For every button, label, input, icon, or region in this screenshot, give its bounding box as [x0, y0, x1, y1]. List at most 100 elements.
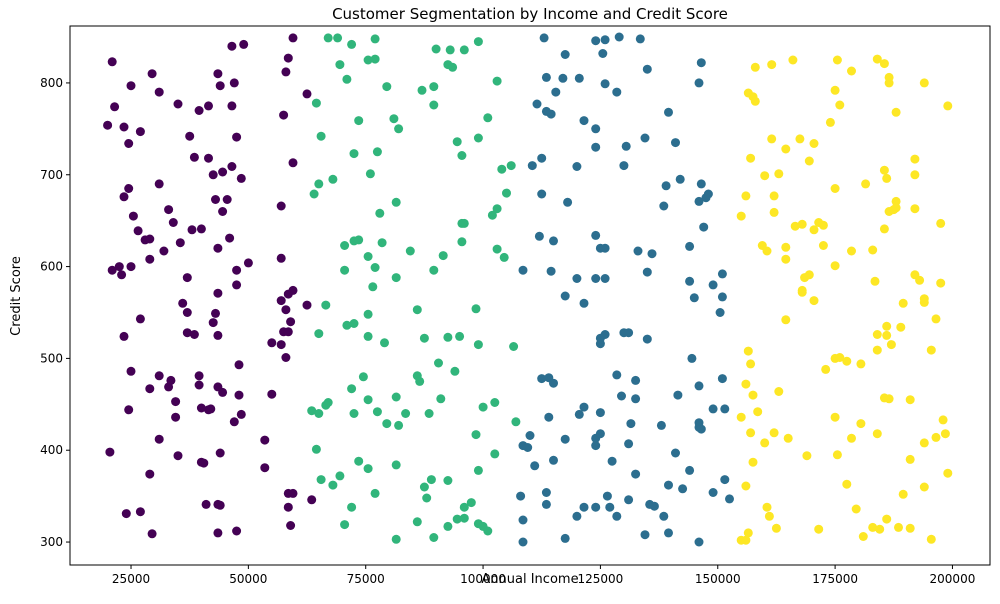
data-point	[119, 331, 129, 341]
data-point	[370, 263, 380, 272]
data-point	[886, 340, 896, 350]
data-point	[642, 334, 652, 344]
data-point	[771, 523, 781, 533]
ticks-layer: 25000 50000 75000 100000 125000 150000 175000 2…	[40, 76, 975, 586]
data-point	[415, 376, 425, 386]
data-point	[124, 184, 134, 193]
data-point	[696, 424, 706, 434]
data-point	[875, 524, 885, 534]
data-point	[612, 370, 622, 380]
x-tick-label: 100000	[460, 572, 506, 586]
data-point	[938, 415, 948, 425]
y-tick-label: 400	[40, 443, 63, 457]
data-point	[626, 419, 636, 429]
data-point	[896, 322, 906, 332]
data-point	[347, 384, 357, 394]
data-point	[135, 507, 145, 517]
data-point	[619, 161, 629, 171]
data-point	[894, 522, 903, 532]
data-point	[809, 225, 819, 235]
data-point	[473, 37, 483, 47]
data-point	[694, 196, 704, 206]
data-point	[572, 274, 582, 283]
data-point	[283, 327, 293, 337]
data-point	[178, 298, 188, 308]
data-point	[847, 246, 856, 256]
axes-frame	[69, 25, 991, 566]
data-point	[856, 419, 866, 429]
data-point	[443, 332, 453, 342]
data-point	[605, 502, 615, 512]
data-point	[316, 131, 326, 141]
data-point	[175, 238, 185, 248]
data-point	[204, 101, 213, 111]
data-point	[781, 242, 791, 252]
data-point	[943, 468, 953, 478]
data-point	[288, 488, 298, 498]
data-point	[189, 152, 199, 162]
data-point	[215, 81, 225, 91]
data-point	[748, 457, 758, 467]
data-point	[781, 315, 791, 325]
data-point	[694, 78, 704, 88]
data-point	[600, 330, 610, 339]
data-point	[229, 78, 239, 88]
data-point	[445, 45, 455, 55]
data-point	[455, 331, 465, 341]
data-point	[213, 330, 223, 340]
data-point	[659, 201, 669, 211]
data-point	[851, 504, 861, 514]
data-point	[429, 82, 439, 92]
data-point	[288, 33, 298, 43]
data-point	[354, 235, 364, 245]
data-point	[830, 412, 840, 422]
data-point	[720, 404, 730, 414]
data-point	[342, 74, 352, 84]
data-point	[750, 62, 760, 72]
data-point	[492, 204, 502, 214]
data-point	[673, 390, 683, 400]
data-point	[910, 204, 920, 214]
data-point	[595, 429, 605, 439]
data-point	[530, 461, 540, 471]
data-point	[678, 484, 688, 494]
data-point	[288, 285, 298, 295]
data-point	[215, 448, 225, 458]
data-point	[546, 266, 556, 276]
data-point	[642, 267, 652, 277]
data-point	[232, 265, 242, 275]
data-point	[743, 346, 753, 356]
data-point	[518, 515, 528, 525]
data-point	[621, 141, 631, 151]
data-point	[872, 330, 882, 339]
data-point	[121, 509, 131, 519]
data-point	[607, 456, 617, 466]
data-point	[725, 494, 734, 504]
data-point	[234, 390, 244, 400]
data-point	[675, 174, 685, 184]
data-point	[760, 171, 770, 181]
data-point	[516, 491, 526, 501]
data-point	[591, 142, 601, 152]
data-point	[624, 439, 634, 449]
data-point	[394, 420, 404, 430]
data-point	[189, 330, 199, 339]
data-point	[600, 35, 610, 45]
data-point	[135, 314, 145, 324]
data-point	[656, 420, 666, 430]
data-point	[218, 167, 228, 177]
data-point	[267, 338, 277, 348]
data-point	[919, 438, 929, 448]
data-point	[196, 403, 206, 413]
data-point	[783, 433, 793, 443]
data-point	[919, 78, 929, 88]
data-point	[746, 153, 756, 163]
data-point	[448, 62, 458, 72]
data-point	[194, 106, 204, 115]
data-point	[685, 276, 695, 286]
data-point	[279, 110, 289, 120]
data-point	[260, 435, 270, 445]
data-point	[363, 309, 373, 319]
